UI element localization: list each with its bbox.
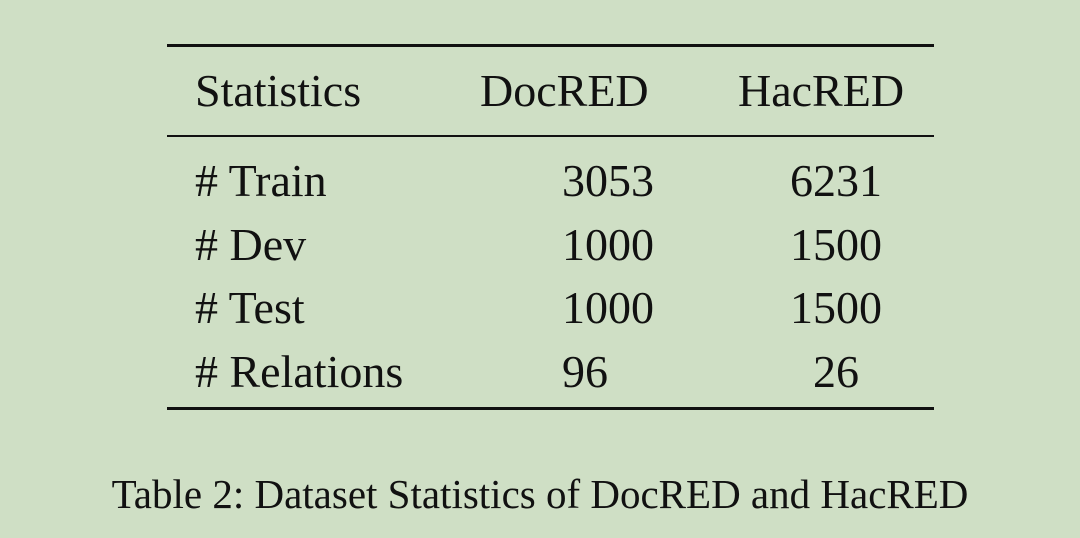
data-table-body: # Train 3053 6231 # Dev 1000 1500 # Test… (167, 137, 934, 407)
table-row: # Train 3053 6231 (167, 137, 934, 213)
table-row: # Relations 96 26 (167, 340, 934, 408)
hacred-value: 26 (813, 345, 859, 397)
table-row: # Test 1000 1500 (167, 276, 934, 340)
header-row: Statistics DocRED HacRED (167, 47, 934, 135)
hacred-value: 1500 (790, 218, 882, 270)
column-header-hacred: HacRED (738, 65, 905, 116)
docred-value: 3053 (562, 155, 654, 206)
hacred-value: 6231 (790, 155, 882, 206)
docred-value: 1000 (562, 218, 654, 270)
docred-value: 96 (562, 345, 608, 397)
row-label: # Test (195, 282, 305, 333)
row-label: # Relations (195, 345, 404, 397)
column-header-docred: DocRED (480, 65, 649, 116)
mid-rule (167, 135, 934, 137)
row-label: # Dev (195, 218, 307, 270)
table-row: # Dev 1000 1500 (167, 213, 934, 277)
hacred-value: 1500 (790, 282, 882, 333)
row-label: # Train (195, 155, 327, 206)
table-caption: Table 2: Dataset Statistics of DocRED an… (111, 471, 969, 517)
statistics-table: Statistics DocRED HacRED # Train 3053 62… (167, 44, 934, 410)
data-table: Statistics DocRED HacRED (167, 47, 934, 135)
bottom-rule (167, 407, 934, 410)
top-rule (167, 44, 934, 47)
docred-value: 1000 (562, 282, 654, 333)
column-header-statistics: Statistics (195, 65, 362, 116)
